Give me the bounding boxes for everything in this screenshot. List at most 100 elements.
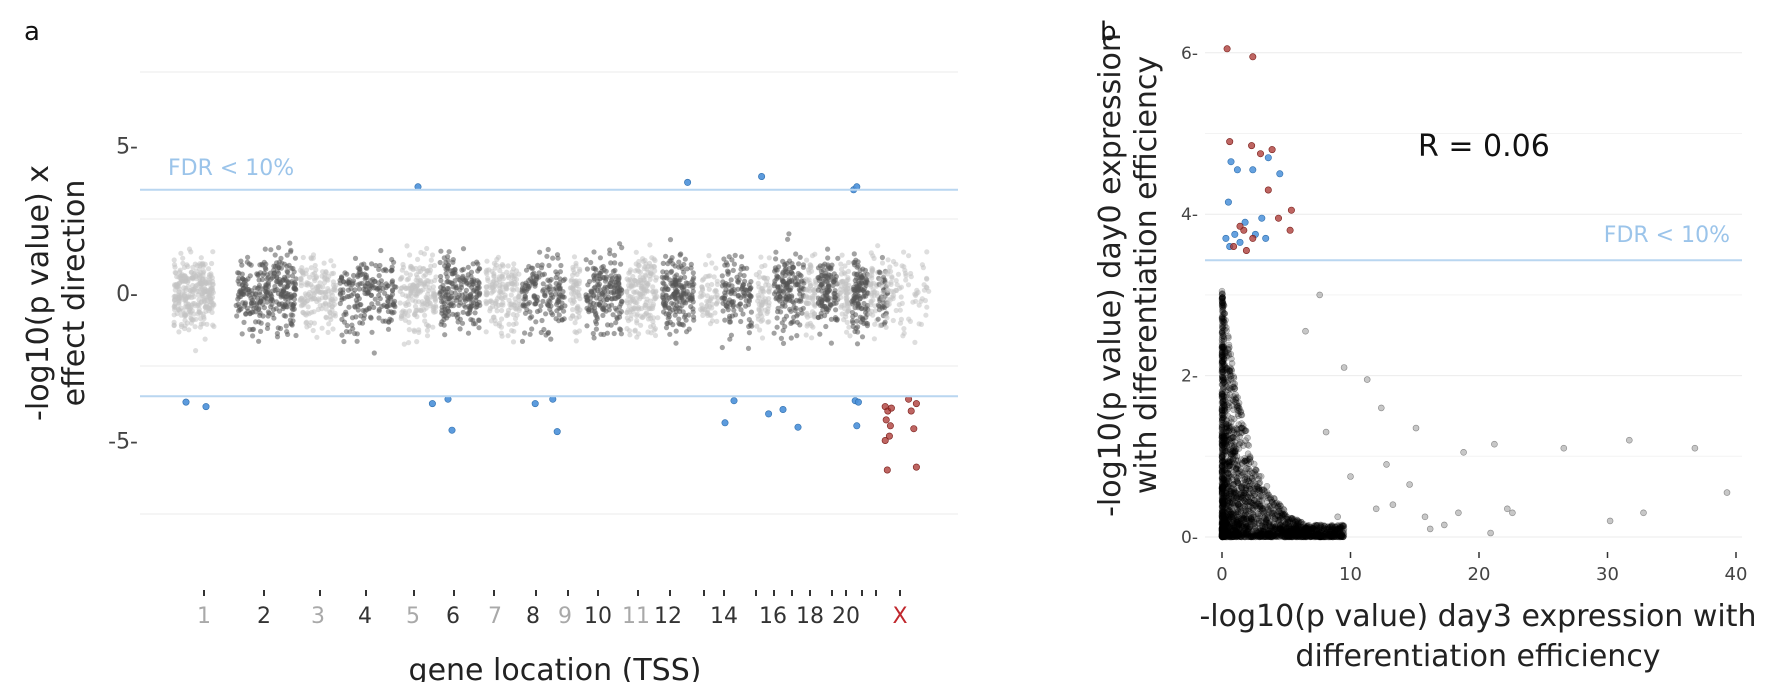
chr-X-point: [902, 270, 909, 276]
chr-7-point: [499, 307, 505, 314]
chr-11-point: [637, 296, 643, 302]
chromosome-label-12: 12: [654, 604, 682, 629]
chr-11-point: [627, 332, 633, 338]
chr-6-point: [476, 317, 482, 324]
chr-4-point: [379, 303, 385, 309]
chr-10-point: [616, 287, 623, 293]
chr-14-point: [719, 295, 725, 301]
chr-8-point: [537, 249, 543, 255]
significant-point: [854, 398, 862, 406]
chr-2-point: [290, 265, 296, 272]
chr-7-point: [506, 321, 512, 327]
chr-4-point: [376, 285, 382, 291]
chr-17-point: [808, 323, 815, 329]
chr-8-point: [540, 287, 547, 293]
chr-7-point: [485, 277, 491, 284]
chr-4-point: [369, 261, 375, 267]
chr-10-point: [607, 251, 613, 257]
chr-17-point: [809, 253, 816, 259]
chr-1-point: [193, 283, 199, 289]
chr-2-point: [267, 270, 274, 276]
chr-5-point: [422, 283, 429, 289]
chr-1-point: [210, 249, 216, 255]
chr-20-point: [854, 341, 861, 347]
chr-7-point: [508, 301, 514, 307]
chr-4-point: [382, 266, 388, 272]
chr-1-point: [176, 306, 182, 312]
chr-11-point: [633, 261, 639, 267]
chr-16-point: [780, 340, 787, 346]
chr-4-point: [366, 285, 372, 291]
panel-a-y-tick-label: 0-: [116, 282, 138, 307]
chr-10-point: [591, 305, 598, 311]
chr-12-point: [677, 252, 683, 258]
chr-16-point: [778, 335, 785, 341]
chr-5-point: [430, 284, 436, 290]
chr-11-point: [633, 300, 639, 306]
chr-4-point: [376, 308, 382, 314]
chr-X-point: [885, 287, 891, 293]
chr-11-point: [630, 308, 636, 315]
chr-2-point: [240, 276, 246, 282]
chr-6-point: [455, 274, 461, 280]
chr-12-point: [663, 293, 669, 299]
chr-12-point: [669, 300, 675, 306]
chr-5-point: [397, 288, 403, 294]
chr-3-point: [317, 280, 323, 286]
chr-11-point: [625, 293, 632, 299]
chr-14-point: [746, 330, 753, 336]
chr-12-point: [679, 294, 685, 301]
chr-X-point: [924, 249, 930, 255]
chr-1-point: [209, 305, 215, 311]
chr-5-point: [421, 307, 427, 313]
chr-5-point: [424, 327, 430, 333]
chr-1-point: [184, 276, 190, 282]
chr-1-point: [188, 320, 194, 326]
chr-12-point: [686, 292, 693, 298]
chr-2-point: [249, 303, 255, 309]
chr-3-point: [308, 265, 314, 271]
chr-6-point: [476, 325, 482, 331]
chr-1-point: [196, 297, 202, 303]
chr-15-point: [766, 319, 772, 325]
chr-1-point: [178, 250, 184, 256]
chr-16-point: [785, 236, 791, 242]
chr-18-point: [823, 323, 829, 330]
x-significant-point: [882, 416, 890, 424]
chr-4-point: [371, 304, 377, 310]
chr-5-point: [424, 333, 431, 339]
chr-3-point: [311, 290, 317, 296]
chr-6-point: [457, 300, 463, 306]
chr-5-point: [407, 252, 413, 258]
chr-2-point: [253, 291, 259, 298]
chr-4-point: [360, 307, 366, 314]
chr-5-point: [406, 327, 412, 333]
chr-8-point: [554, 301, 560, 307]
chr-3-point: [303, 320, 309, 326]
chr-20-point: [850, 320, 856, 326]
chr-8-point: [521, 288, 527, 294]
chr-16-point: [774, 315, 780, 321]
chr-12-point: [679, 265, 686, 272]
chr-1-point: [189, 316, 195, 322]
chr-2-point: [245, 254, 251, 260]
chr-6-point: [460, 309, 466, 315]
chr-2-point: [245, 276, 251, 282]
chr-16-point: [788, 269, 795, 276]
chromosome-label-5: 5: [406, 604, 420, 629]
chr-14-point: [729, 313, 736, 319]
chr-12-point: [691, 314, 697, 320]
chr-4-point: [338, 275, 345, 281]
chr-20-point: [861, 293, 867, 299]
chr-6-point: [468, 273, 474, 280]
chr-9-point: [570, 272, 576, 278]
chr-16-point: [778, 309, 784, 315]
chr-4-point: [355, 303, 361, 309]
chr-16-point: [789, 277, 795, 283]
chr-12-point: [683, 317, 689, 323]
chr-18-point: [829, 262, 835, 268]
chr-2-point: [272, 252, 278, 258]
chr-5-point: [417, 289, 423, 295]
chr-8-point: [523, 296, 529, 302]
chr-2-point: [290, 302, 296, 308]
